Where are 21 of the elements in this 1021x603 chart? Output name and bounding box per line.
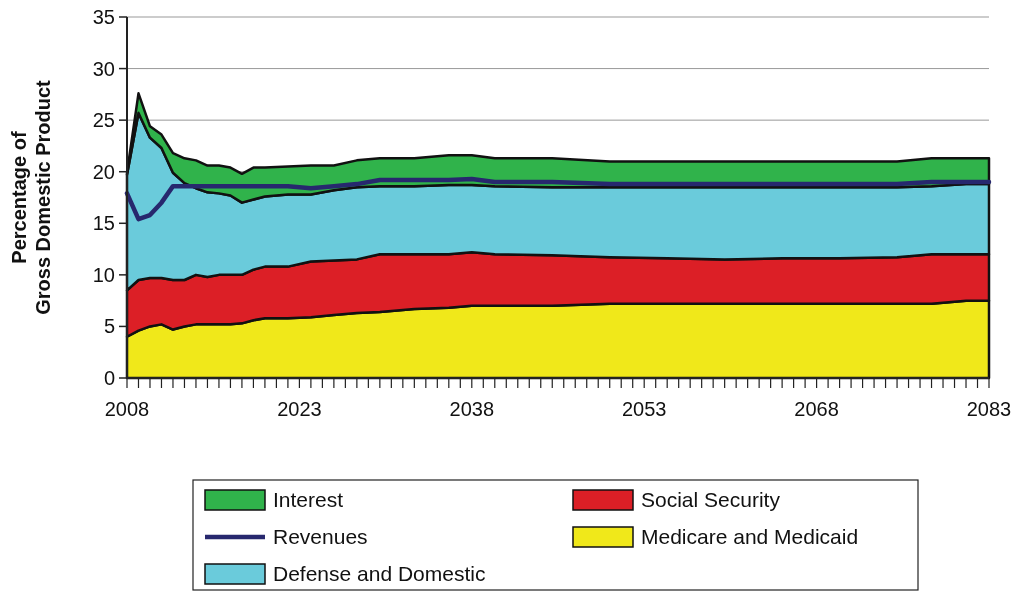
- x-tick-label: 2038: [449, 398, 495, 420]
- legend-label: Social Security: [641, 488, 781, 512]
- x-tick-label: 2008: [104, 398, 150, 420]
- legend-label: Defense and Domestic: [273, 562, 486, 586]
- x-tick-label: 2023: [277, 398, 322, 420]
- y-tick-label: 15: [92, 212, 115, 235]
- y-tick-label: 35: [92, 6, 115, 28]
- y-tick-label: 0: [103, 367, 115, 389]
- x-tick-label: 2083: [966, 398, 1012, 420]
- line-series: [124, 176, 992, 222]
- legend-label: Medicare and Medicaid: [641, 525, 859, 549]
- y-tick-label: 5: [103, 315, 115, 338]
- y-tick-label: 25: [92, 109, 115, 132]
- x-tick-label: 2053: [621, 398, 667, 420]
- y-tick-label: 10: [92, 263, 115, 286]
- x-tick-label: 2068: [794, 398, 839, 420]
- legend-label: Revenues: [273, 525, 368, 549]
- y-axis-title: Percentage of Gross Domestic Product: [8, 79, 54, 315]
- y-tick-label: 30: [92, 57, 115, 80]
- legend-label: Interest: [273, 488, 344, 512]
- y-tick-label: 20: [92, 160, 115, 183]
